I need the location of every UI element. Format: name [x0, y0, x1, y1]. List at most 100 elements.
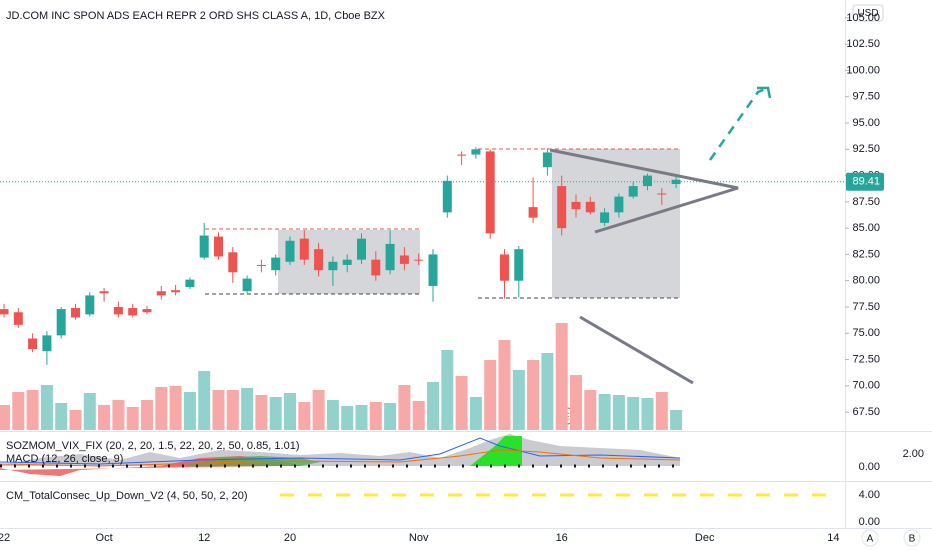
candle-body — [28, 338, 38, 350]
candle-body — [357, 238, 366, 260]
volume-bar — [355, 405, 368, 430]
volume-bar — [498, 340, 511, 430]
currency[interactable]: USD — [857, 8, 878, 19]
candle-body — [285, 240, 295, 262]
volume-bar — [0, 405, 10, 430]
volume-bar — [83, 393, 96, 430]
candle-body — [628, 186, 638, 197]
range-box — [552, 149, 680, 298]
volume-bar — [12, 392, 25, 430]
scale-button-label[interactable]: A — [867, 534, 874, 545]
volume-bar — [655, 392, 668, 430]
volume-bar — [570, 375, 582, 430]
volume-bar — [441, 350, 454, 430]
volume-bar — [584, 390, 597, 430]
y-tick-label: 95.00 — [852, 117, 880, 129]
scale-button[interactable] — [903, 529, 921, 547]
candle-body — [256, 264, 266, 266]
volume-bar — [326, 400, 339, 430]
x-tick-label: 14 — [827, 532, 839, 544]
candle-body — [13, 312, 23, 325]
candle-body — [600, 212, 610, 223]
chart-title: JD.COM INC SPON ADS EACH REPR 2 ORD SHS … — [6, 10, 386, 22]
indicator-tick-label: 4.00 — [859, 489, 880, 501]
volume-bar — [512, 370, 525, 430]
candle-body — [442, 180, 452, 213]
volume-bar — [484, 360, 497, 430]
candle-body — [571, 201, 581, 210]
x-tick-label: 16 — [556, 532, 568, 544]
candle-body — [614, 196, 624, 213]
candle-body — [385, 243, 395, 271]
y-tick-label: 87.50 — [852, 196, 880, 208]
volume-bar — [455, 376, 468, 430]
volume-bar — [612, 395, 625, 430]
candle-body — [185, 279, 195, 288]
x-tick-label: Dec — [695, 532, 715, 544]
candle-body — [342, 259, 352, 265]
x-tick-label: 12 — [198, 532, 210, 544]
scale-button[interactable] — [861, 529, 879, 547]
volume-bar — [26, 390, 39, 430]
candle-body — [399, 255, 409, 264]
volume-bar — [241, 388, 254, 430]
y-tick-label: 92.50 — [852, 143, 880, 155]
candle-body — [228, 252, 238, 273]
volume-bar — [112, 400, 125, 430]
candle-body — [85, 295, 95, 315]
volume-bar — [169, 386, 182, 430]
candle-body — [42, 335, 52, 352]
candle-body — [414, 259, 424, 261]
candle-body — [328, 261, 338, 271]
y-tick-label: 75.00 — [852, 327, 880, 339]
volume-bar — [269, 397, 282, 430]
volume-bar — [598, 394, 611, 430]
candle-body — [271, 257, 281, 271]
y-tick-label: 97.50 — [852, 91, 880, 103]
volume-bar — [427, 382, 439, 430]
candle-body — [514, 249, 524, 281]
candle-body — [99, 291, 109, 294]
candle-body — [657, 193, 667, 195]
volume-bar — [469, 397, 482, 430]
y-tick-label: 85.00 — [852, 222, 880, 234]
volume-bar — [198, 371, 211, 430]
arrow-head — [757, 86, 772, 99]
candle-body — [371, 259, 381, 276]
y-tick-label: 82.50 — [852, 248, 880, 260]
indicator-label: MACD (12, 26, close, 9) — [6, 453, 123, 465]
volume-bar — [670, 410, 683, 430]
volume-bar — [412, 401, 425, 430]
y-tick-label: 80.00 — [852, 275, 880, 287]
candle-body — [171, 290, 181, 293]
candle-body — [299, 238, 309, 260]
y-tick-label: 100.00 — [846, 64, 880, 76]
currency-box[interactable] — [852, 4, 884, 22]
candle-body — [528, 207, 538, 218]
candle-body — [314, 249, 324, 271]
candle-body — [113, 306, 123, 315]
macd-line — [0, 437, 681, 465]
volume-bar — [641, 398, 654, 430]
candle-body — [542, 152, 552, 168]
volume-bar — [284, 393, 296, 430]
volume-bar — [398, 385, 411, 430]
volume-bar — [555, 323, 568, 430]
triangle — [549, 148, 739, 234]
volume-bar — [183, 392, 196, 430]
volume-bar — [312, 390, 325, 430]
volume-bar — [384, 403, 397, 430]
volume-bar — [98, 405, 111, 430]
y-tick-label: 105.00 — [846, 12, 880, 24]
candle-body — [557, 186, 567, 229]
scale-button-label[interactable]: B — [909, 534, 916, 545]
candle-body — [671, 179, 681, 184]
candle-body — [156, 291, 166, 296]
volume-bar — [541, 353, 554, 430]
indicator-label: CM_TotalConsec_Up_Down_V2 (4, 50, 50, 2,… — [6, 490, 248, 502]
candle-body — [199, 235, 209, 258]
candle-body — [457, 154, 467, 156]
volume-bar — [369, 402, 382, 430]
indicator-tick-label: 0.00 — [859, 461, 880, 473]
